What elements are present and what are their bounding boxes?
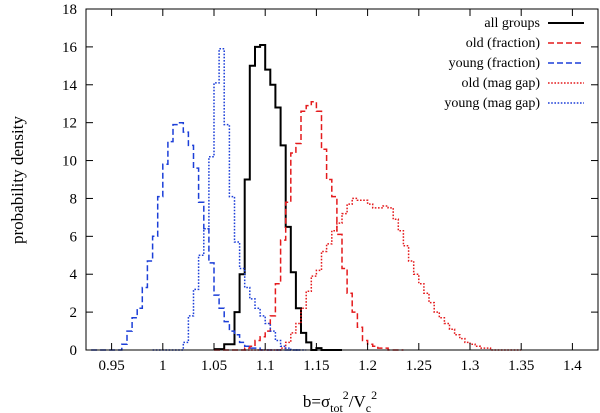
y-axis-title: probability density	[8, 116, 27, 244]
x-tick-label: 1.3	[461, 358, 480, 374]
y-tick-label: 12	[62, 116, 77, 132]
y-tick-label: 8	[70, 191, 78, 207]
x-tick-label: 1.15	[303, 358, 329, 374]
legend-label: all groups	[484, 16, 540, 31]
x-tick-label: 1.25	[406, 358, 432, 374]
y-tick-label: 16	[62, 40, 78, 56]
y-tick-label: 0	[70, 343, 78, 359]
x-axis-title-sup-2b: 2	[371, 388, 377, 402]
series-line-young-fraction	[91, 121, 301, 351]
x-axis-title-sub-tot: tot	[330, 401, 343, 413]
x-tick-label: 1.35	[508, 358, 534, 374]
series-line-old-mag-gap	[244, 197, 522, 351]
legend-label: young (mag gap)	[444, 96, 540, 111]
y-tick-label: 14	[62, 78, 78, 94]
x-axis-title-base: b=σ	[303, 392, 330, 411]
x-tick-label: 1.4	[563, 358, 582, 374]
x-tick-label: 0.95	[98, 358, 124, 374]
y-tick-label: 18	[62, 2, 77, 18]
x-tick-label: 1.2	[358, 358, 377, 374]
x-axis-title-sub-c: c	[366, 401, 371, 413]
axes: 0.95 1 1.05 1.1 1.15 1.2 1.25 1.3 1.35 1.4 0 2 4 6 8 10…	[62, 2, 599, 374]
y-tick-label: 10	[62, 154, 77, 170]
x-axis-title-mid: /V	[349, 392, 367, 411]
legend-label: old (mag gap)	[461, 76, 540, 91]
legend-label: young (fraction)	[449, 56, 541, 71]
series-line-young-mag-gap	[152, 48, 307, 351]
plot-area	[91, 44, 522, 351]
y-tick-label: 6	[70, 229, 78, 245]
series-line-all-groups	[214, 44, 342, 351]
x-tick-label: 1	[159, 358, 167, 374]
series-line-old-fraction	[214, 101, 404, 351]
legend-label: old (fraction)	[466, 36, 541, 51]
y-tick-label: 4	[70, 267, 78, 283]
plot-frame	[85, 8, 599, 351]
y-tick-label: 2	[70, 305, 78, 321]
x-tick-label: 1.1	[256, 358, 275, 374]
x-axis-title: b=σtot2/Vc2	[303, 388, 377, 413]
x-axis-title-sup-2a: 2	[343, 388, 349, 402]
x-tick-label: 1.05	[201, 358, 227, 374]
legend: all groups old (fraction) young (fraction)…	[444, 16, 584, 111]
